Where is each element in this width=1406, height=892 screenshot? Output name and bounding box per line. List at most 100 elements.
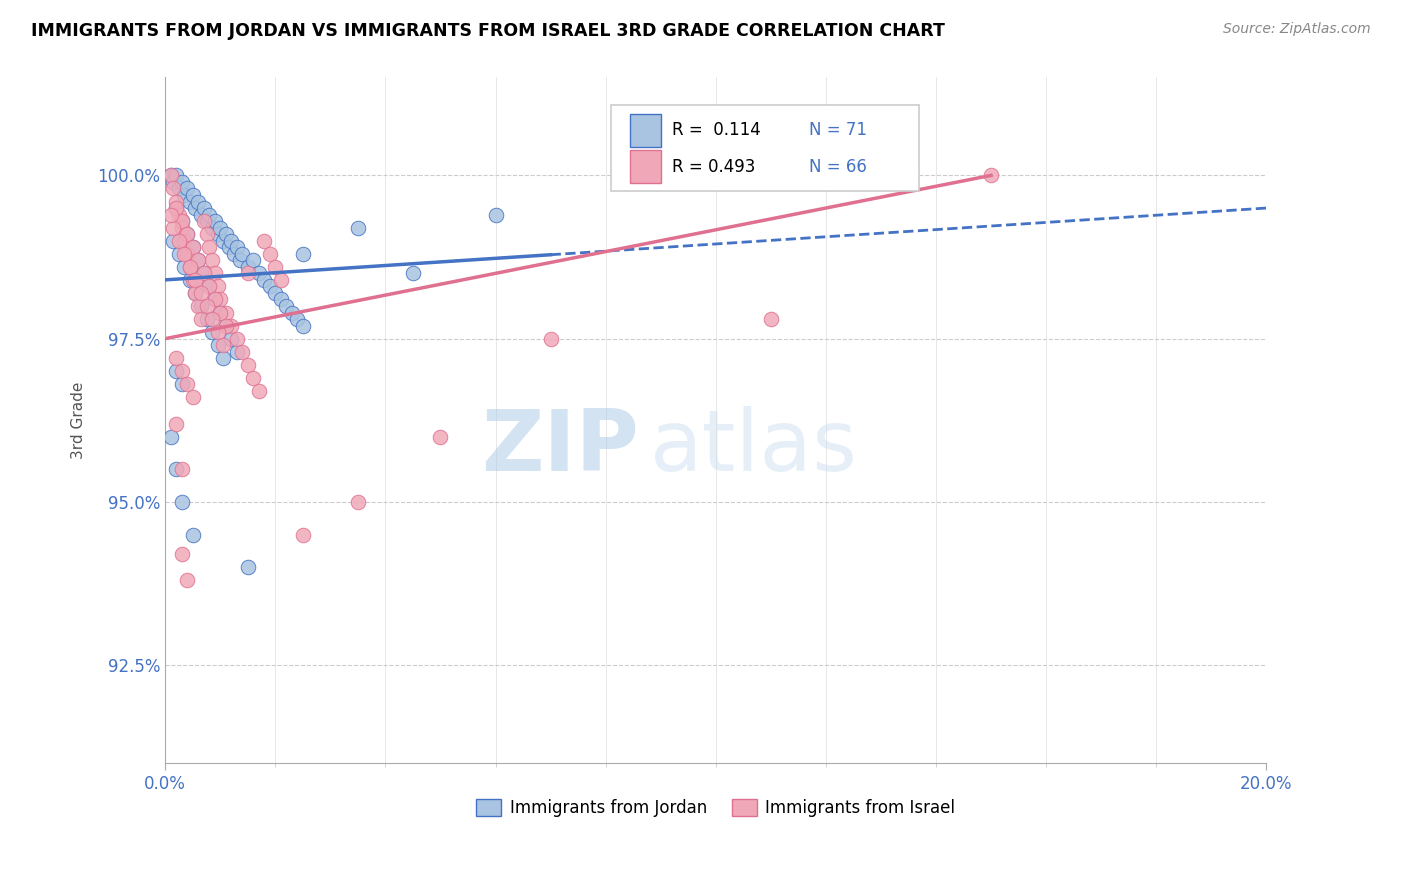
Point [187, 194, 209, 209]
Point [225, 240, 247, 254]
Point [201, 220, 224, 235]
Point [242, 253, 264, 268]
Point [219, 234, 242, 248]
Point [218, 240, 240, 254]
Point [187, 253, 209, 268]
Point [170, 495, 193, 509]
Point [540, 332, 562, 346]
Point [198, 208, 221, 222]
Point [215, 318, 238, 333]
Point [236, 260, 259, 274]
Point [165, 364, 187, 378]
Point [264, 285, 287, 300]
Point [402, 266, 425, 280]
Point [179, 260, 201, 274]
Point [347, 495, 370, 509]
Point [167, 181, 190, 195]
Point [167, 246, 190, 260]
Point [167, 234, 190, 248]
Point [225, 332, 247, 346]
Point [165, 351, 187, 366]
Point [291, 246, 314, 260]
Point [259, 279, 281, 293]
Point [159, 429, 181, 443]
Point [198, 240, 221, 254]
Point [247, 384, 270, 398]
Point [193, 214, 215, 228]
Point [207, 325, 229, 339]
Text: R =  0.114: R = 0.114 [672, 121, 761, 139]
Point [759, 312, 782, 326]
Point [195, 214, 218, 228]
Point [236, 560, 259, 574]
Point [173, 188, 195, 202]
Point [170, 175, 193, 189]
Point [209, 305, 232, 319]
Point [184, 273, 207, 287]
Point [207, 338, 229, 352]
Point [162, 234, 184, 248]
Point [181, 391, 204, 405]
Point [181, 527, 204, 541]
Point [231, 344, 253, 359]
Point [190, 208, 212, 222]
Legend: Immigrants from Jordan, Immigrants from Israel: Immigrants from Jordan, Immigrants from … [470, 792, 962, 823]
Point [225, 344, 247, 359]
Point [176, 377, 198, 392]
Point [236, 358, 259, 372]
Point [270, 293, 292, 307]
Point [165, 194, 187, 209]
Point [201, 325, 224, 339]
Point [167, 208, 190, 222]
Text: IMMIGRANTS FROM JORDAN VS IMMIGRANTS FROM ISRAEL 3RD GRADE CORRELATION CHART: IMMIGRANTS FROM JORDAN VS IMMIGRANTS FRO… [31, 22, 945, 40]
Point [209, 293, 232, 307]
Point [228, 253, 250, 268]
Point [291, 527, 314, 541]
Point [195, 312, 218, 326]
Point [190, 312, 212, 326]
Bar [630, 114, 661, 146]
Point [281, 305, 304, 319]
Point [204, 293, 226, 307]
Point [198, 279, 221, 293]
Point [253, 273, 276, 287]
Point [193, 266, 215, 280]
Point [219, 332, 242, 346]
Point [170, 214, 193, 228]
Point [170, 214, 193, 228]
Y-axis label: 3rd Grade: 3rd Grade [72, 382, 86, 459]
Point [181, 188, 204, 202]
Point [204, 214, 226, 228]
Point [170, 462, 193, 476]
Point [184, 201, 207, 215]
Point [165, 462, 187, 476]
Point [212, 351, 235, 366]
Point [162, 181, 184, 195]
Point [209, 305, 232, 319]
Point [162, 220, 184, 235]
Point [181, 240, 204, 254]
Point [195, 227, 218, 242]
Point [270, 273, 292, 287]
Point [201, 253, 224, 268]
Point [347, 220, 370, 235]
Point [204, 266, 226, 280]
Bar [630, 150, 661, 183]
Point [173, 234, 195, 248]
Text: N = 66: N = 66 [810, 158, 868, 176]
FancyBboxPatch shape [612, 105, 920, 191]
Point [165, 417, 187, 431]
Point [212, 234, 235, 248]
Point [184, 285, 207, 300]
Point [231, 246, 253, 260]
Point [190, 285, 212, 300]
Point [176, 227, 198, 242]
Point [181, 240, 204, 254]
Point [159, 169, 181, 183]
Point [165, 201, 187, 215]
Point [193, 266, 215, 280]
Text: N = 71: N = 71 [810, 121, 868, 139]
Point [215, 305, 238, 319]
Point [215, 318, 238, 333]
Point [980, 169, 1002, 183]
